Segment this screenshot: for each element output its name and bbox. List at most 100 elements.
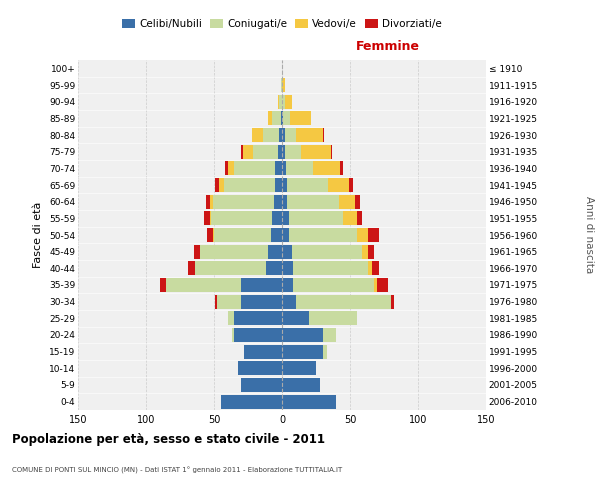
Bar bbox=[279, 128, 282, 142]
Bar bbox=[206, 194, 210, 209]
Bar bbox=[340, 162, 343, 175]
Bar bbox=[377, 278, 388, 292]
Bar bbox=[357, 228, 368, 242]
Bar bbox=[279, 94, 282, 109]
Bar bbox=[252, 128, 263, 142]
Bar bbox=[211, 211, 272, 226]
Bar bbox=[290, 112, 311, 126]
Bar bbox=[287, 178, 328, 192]
Y-axis label: Fasce di età: Fasce di età bbox=[34, 202, 43, 268]
Bar bbox=[339, 194, 355, 209]
Bar bbox=[323, 344, 327, 359]
Bar bbox=[210, 194, 212, 209]
Bar bbox=[368, 244, 374, 259]
Bar bbox=[374, 278, 377, 292]
Bar bbox=[217, 294, 241, 308]
Bar bbox=[292, 244, 362, 259]
Bar bbox=[278, 144, 282, 159]
Bar bbox=[282, 194, 287, 209]
Bar bbox=[282, 294, 296, 308]
Bar bbox=[282, 328, 323, 342]
Bar bbox=[372, 261, 379, 276]
Bar bbox=[263, 128, 279, 142]
Bar bbox=[296, 294, 391, 308]
Text: Anni di nascita: Anni di nascita bbox=[584, 196, 594, 274]
Bar bbox=[160, 278, 166, 292]
Bar bbox=[212, 228, 214, 242]
Bar bbox=[368, 261, 372, 276]
Bar bbox=[274, 194, 282, 209]
Bar bbox=[301, 144, 331, 159]
Bar bbox=[285, 94, 292, 109]
Bar bbox=[282, 344, 323, 359]
Bar bbox=[207, 228, 212, 242]
Bar bbox=[272, 211, 282, 226]
Bar bbox=[224, 178, 275, 192]
Bar bbox=[266, 261, 282, 276]
Bar bbox=[309, 311, 357, 326]
Bar bbox=[275, 162, 282, 175]
Bar bbox=[241, 144, 242, 159]
Bar bbox=[281, 112, 282, 126]
Text: Femmine: Femmine bbox=[356, 40, 420, 53]
Bar bbox=[212, 194, 274, 209]
Bar bbox=[242, 144, 253, 159]
Bar bbox=[253, 144, 278, 159]
Bar bbox=[287, 194, 339, 209]
Bar bbox=[331, 144, 332, 159]
Bar bbox=[293, 278, 374, 292]
Bar bbox=[313, 162, 340, 175]
Bar bbox=[241, 278, 282, 292]
Bar bbox=[282, 261, 293, 276]
Bar bbox=[194, 244, 200, 259]
Bar bbox=[210, 211, 211, 226]
Bar bbox=[368, 228, 379, 242]
Bar bbox=[282, 128, 285, 142]
Bar bbox=[268, 244, 282, 259]
Bar bbox=[188, 261, 195, 276]
Bar bbox=[283, 112, 290, 126]
Bar bbox=[166, 278, 241, 292]
Bar bbox=[227, 162, 235, 175]
Bar bbox=[278, 94, 279, 109]
Bar bbox=[281, 78, 282, 92]
Bar bbox=[238, 361, 282, 376]
Bar bbox=[195, 261, 266, 276]
Bar bbox=[282, 162, 286, 175]
Bar bbox=[355, 194, 359, 209]
Bar bbox=[282, 144, 285, 159]
Bar bbox=[282, 311, 309, 326]
Bar bbox=[235, 162, 275, 175]
Bar bbox=[272, 112, 281, 126]
Bar bbox=[282, 244, 292, 259]
Bar bbox=[293, 261, 368, 276]
Bar bbox=[220, 178, 224, 192]
Bar bbox=[328, 178, 349, 192]
Bar bbox=[221, 394, 282, 409]
Bar bbox=[289, 211, 343, 226]
Bar bbox=[205, 211, 210, 226]
Bar bbox=[357, 211, 362, 226]
Bar bbox=[271, 228, 282, 242]
Bar bbox=[282, 361, 316, 376]
Bar bbox=[215, 178, 220, 192]
Bar bbox=[268, 112, 272, 126]
Bar bbox=[289, 228, 357, 242]
Bar bbox=[244, 344, 282, 359]
Bar bbox=[232, 328, 235, 342]
Text: COMUNE DI PONTI SUL MINCIO (MN) - Dati ISTAT 1° gennaio 2011 - Elaborazione TUTT: COMUNE DI PONTI SUL MINCIO (MN) - Dati I… bbox=[12, 467, 342, 474]
Bar bbox=[285, 128, 296, 142]
Bar bbox=[343, 211, 357, 226]
Bar bbox=[215, 294, 217, 308]
Legend: Celibi/Nubili, Coniugati/e, Vedovi/e, Divorziati/e: Celibi/Nubili, Coniugati/e, Vedovi/e, Di… bbox=[119, 16, 445, 32]
Bar bbox=[362, 244, 368, 259]
Bar bbox=[286, 162, 313, 175]
Text: Popolazione per età, sesso e stato civile - 2011: Popolazione per età, sesso e stato civil… bbox=[12, 432, 325, 446]
Bar bbox=[349, 178, 353, 192]
Bar bbox=[200, 244, 268, 259]
Bar bbox=[323, 328, 337, 342]
Bar bbox=[235, 328, 282, 342]
Bar bbox=[282, 278, 293, 292]
Bar bbox=[296, 128, 323, 142]
Bar bbox=[235, 311, 282, 326]
